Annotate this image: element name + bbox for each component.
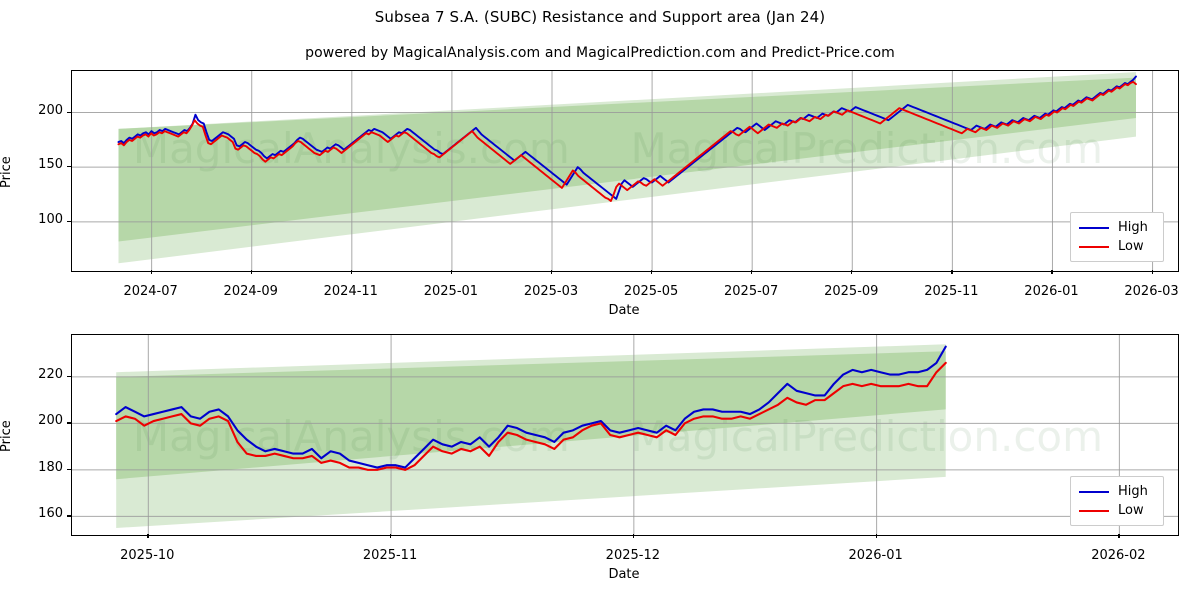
y-axis-tick-label: 220 — [38, 366, 63, 382]
x-axis-tick-label: 2025-10 — [120, 548, 175, 563]
x-axis-tick-mark — [875, 534, 877, 538]
legend-item-low[interactable]: Low — [1079, 237, 1155, 256]
legend-label-low: Low — [1118, 239, 1144, 254]
top-chart-legend[interactable]: High Low — [1070, 212, 1164, 262]
x-axis-tick-label: 2025-11 — [362, 548, 418, 563]
y-axis-tick-label: 200 — [38, 102, 63, 118]
x-axis-tick-mark — [751, 270, 753, 274]
legend-item-high[interactable]: High — [1079, 482, 1155, 501]
x-axis-tick-mark — [1151, 270, 1153, 274]
x-axis-tick-mark — [951, 270, 953, 274]
x-axis-tick-label: 2024-09 — [223, 284, 278, 299]
y-axis-tick-mark — [67, 515, 71, 517]
legend-label-high: High — [1118, 220, 1148, 235]
legend-swatch-high-icon — [1079, 490, 1109, 493]
bottom-chart-plot-area: MagicalAnalysis.com MagicalPrediction.com — [71, 334, 1179, 536]
y-axis-tick-label: 150 — [38, 157, 63, 173]
x-axis-tick-mark — [350, 270, 352, 274]
x-axis-tick-mark — [632, 534, 635, 538]
x-axis-tick-label: 2025-12 — [605, 548, 660, 563]
y-axis-tick-mark — [67, 468, 71, 471]
y-axis-label: Price — [0, 420, 14, 452]
legend-swatch-high-icon — [1079, 226, 1109, 229]
legend-label-high: High — [1118, 484, 1148, 499]
series-line-high — [117, 75, 1137, 200]
x-axis-tick-label: 2025-01 — [423, 284, 479, 299]
y-axis-tick-mark — [67, 375, 71, 378]
top-chart-plot-area: MagicalAnalysis.com MagicalPrediction.com — [71, 70, 1179, 272]
series-line-high — [115, 345, 947, 469]
watermark-text: MagicalAnalysis.com — [133, 412, 570, 461]
series-line-low — [117, 80, 1137, 203]
y-axis-tick-mark — [67, 220, 71, 222]
y-axis-tick-mark — [67, 422, 71, 424]
x-axis-tick-mark — [147, 534, 149, 538]
x-axis-tick-mark — [851, 270, 853, 274]
x-axis-label: Date — [608, 303, 640, 318]
x-axis-tick-label: 2026-01 — [1024, 284, 1079, 299]
x-axis-tick-label: 2025-07 — [724, 284, 779, 299]
y-axis-tick-mark — [67, 166, 71, 168]
x-axis-tick-mark — [1051, 270, 1053, 274]
x-axis-tick-label: 2024-07 — [123, 284, 178, 299]
x-axis-tick-label: 2025-11 — [924, 284, 979, 299]
x-axis-tick-label: 2026-02 — [1091, 548, 1146, 563]
x-axis-tick-mark — [150, 270, 152, 274]
y-axis-tick-label: 100 — [38, 211, 63, 227]
y-axis-tick-mark — [67, 111, 71, 113]
y-axis-tick-label: 200 — [38, 413, 63, 429]
x-axis-tick-label: 2026-03 — [1124, 284, 1179, 299]
y-axis-tick-label: 160 — [38, 506, 63, 522]
x-axis-tick-label: 2025-05 — [623, 284, 679, 299]
x-axis-tick-mark — [450, 270, 453, 274]
x-axis-tick-mark — [250, 270, 252, 274]
legend-swatch-low-icon — [1079, 509, 1109, 512]
x-axis-tick-mark — [651, 270, 653, 274]
legend-item-low[interactable]: Low — [1079, 501, 1155, 520]
legend-item-high[interactable]: High — [1079, 218, 1155, 237]
page-title: Subsea 7 S.A. (SUBC) Resistance and Supp… — [374, 8, 826, 26]
x-axis-tick-label: 2024-11 — [323, 284, 378, 299]
y-axis-tick-label: 180 — [38, 459, 63, 475]
x-axis-label: Date — [608, 567, 640, 582]
x-axis-tick-mark — [551, 270, 553, 274]
bottom-chart-legend[interactable]: High Low — [1070, 476, 1164, 526]
x-axis-tick-mark — [390, 534, 392, 538]
x-axis-tick-label: 2026-01 — [848, 548, 903, 563]
x-axis-tick-label: 2025-03 — [523, 284, 579, 299]
watermark-text: MagicalPrediction.com — [631, 412, 1104, 461]
series-line-low — [115, 361, 947, 471]
legend-swatch-low-icon — [1079, 245, 1109, 248]
page-subtitle: powered by MagicalAnalysis.com and Magic… — [305, 45, 895, 61]
legend-label-low: Low — [1118, 503, 1144, 518]
x-axis-tick-label: 2025-09 — [824, 284, 879, 299]
x-axis-tick-mark — [1118, 534, 1120, 538]
